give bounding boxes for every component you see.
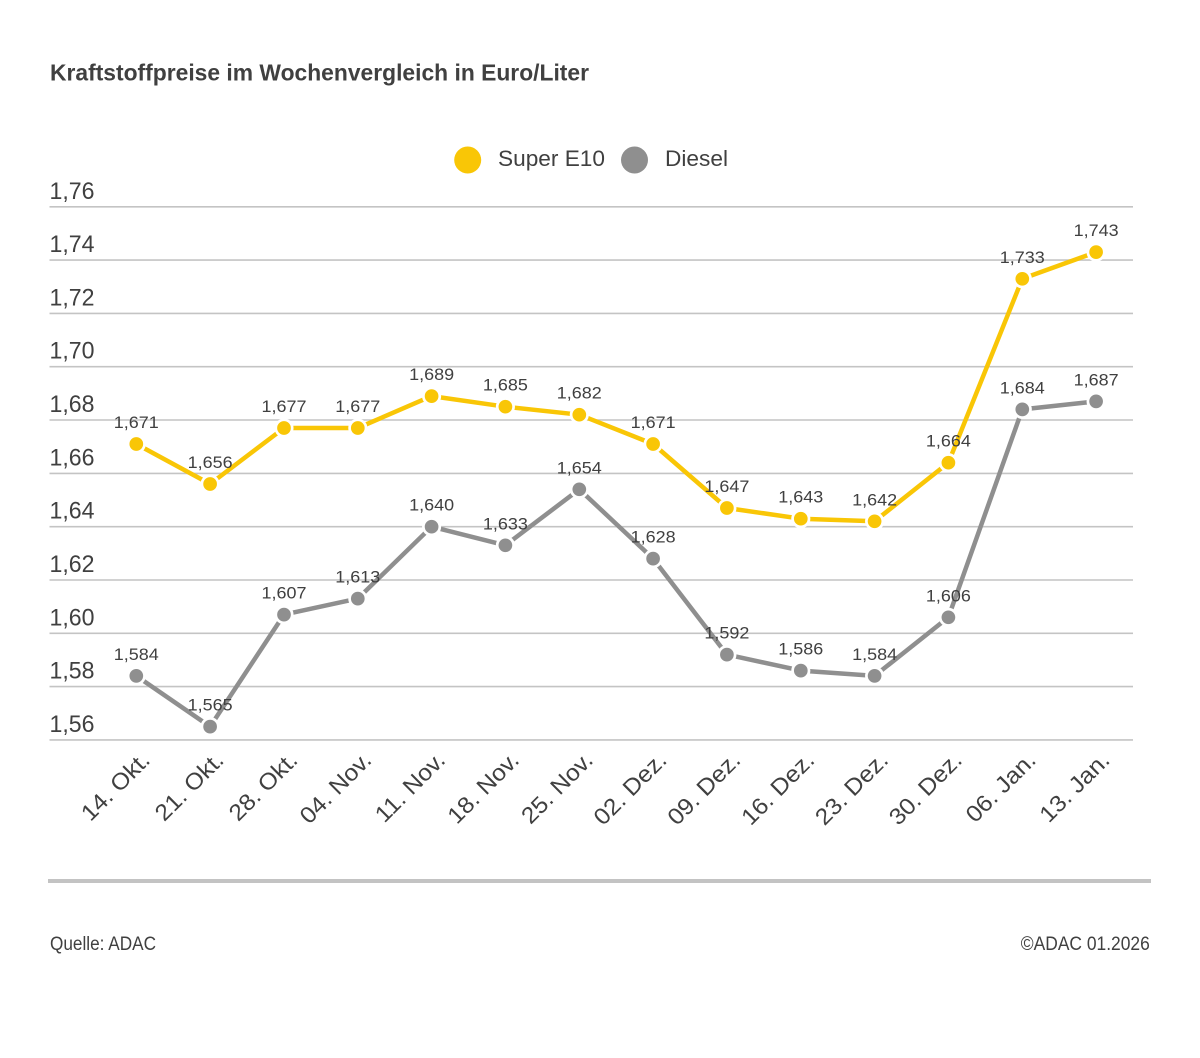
svg-text:1,671: 1,671	[114, 413, 159, 432]
svg-text:1,685: 1,685	[483, 376, 528, 395]
svg-text:1,62: 1,62	[50, 551, 95, 578]
svg-text:Quelle: ADAC: Quelle: ADAC	[50, 934, 156, 955]
svg-text:1,607: 1,607	[262, 584, 307, 603]
svg-text:1,677: 1,677	[335, 397, 380, 416]
svg-text:1,606: 1,606	[926, 586, 971, 605]
svg-text:1,664: 1,664	[926, 432, 971, 451]
svg-text:1,684: 1,684	[1000, 378, 1045, 397]
svg-text:1,689: 1,689	[409, 365, 454, 384]
svg-text:1,66: 1,66	[50, 444, 95, 471]
svg-text:1,628: 1,628	[631, 528, 676, 547]
svg-text:1,586: 1,586	[778, 640, 823, 659]
svg-text:Diesel: Diesel	[665, 146, 728, 171]
svg-text:1,58: 1,58	[50, 658, 95, 685]
svg-text:Super E10: Super E10	[498, 146, 605, 171]
svg-text:1,656: 1,656	[188, 453, 233, 472]
svg-text:1,64: 1,64	[50, 498, 95, 525]
svg-text:1,733: 1,733	[1000, 248, 1045, 267]
svg-text:1,613: 1,613	[335, 568, 380, 587]
svg-text:1,74: 1,74	[50, 231, 95, 258]
svg-text:1,56: 1,56	[50, 711, 95, 738]
svg-text:1,76: 1,76	[50, 178, 95, 205]
svg-text:1,642: 1,642	[852, 490, 897, 509]
svg-text:1,671: 1,671	[631, 413, 676, 432]
svg-text:1,647: 1,647	[704, 477, 749, 496]
svg-text:1,677: 1,677	[262, 397, 307, 416]
svg-text:1,682: 1,682	[557, 384, 602, 403]
svg-text:1,68: 1,68	[50, 391, 95, 418]
svg-text:1,592: 1,592	[704, 624, 749, 643]
svg-text:1,643: 1,643	[778, 488, 823, 507]
svg-text:1,640: 1,640	[409, 496, 454, 515]
svg-text:1,72: 1,72	[50, 284, 95, 311]
svg-text:1,633: 1,633	[483, 514, 528, 533]
svg-text:©ADAC 01.2026: ©ADAC 01.2026	[1021, 934, 1150, 955]
svg-text:1,743: 1,743	[1074, 221, 1119, 240]
svg-text:1,687: 1,687	[1074, 370, 1119, 389]
svg-text:1,654: 1,654	[557, 458, 602, 477]
svg-text:1,565: 1,565	[188, 696, 233, 715]
svg-text:1,584: 1,584	[114, 645, 159, 664]
svg-text:Kraftstoffpreise im Wochenverg: Kraftstoffpreise im Wochenvergleich in E…	[50, 60, 589, 86]
svg-text:1,60: 1,60	[50, 604, 95, 631]
svg-text:1,584: 1,584	[852, 645, 897, 664]
svg-text:1,70: 1,70	[50, 338, 95, 365]
